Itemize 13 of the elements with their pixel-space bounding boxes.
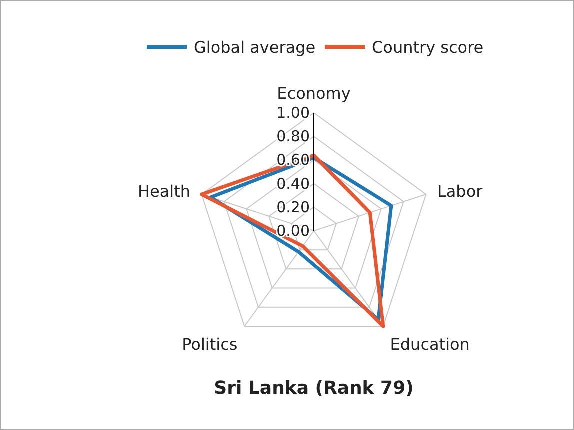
- legend-label: Country score: [372, 38, 484, 57]
- legend-label: Global average: [194, 38, 316, 57]
- spoke-label: Health: [138, 182, 191, 201]
- y-tick-label: 0.40: [276, 174, 310, 193]
- y-tick-label: 0.80: [276, 128, 310, 146]
- spoke-label: Labor: [437, 182, 484, 201]
- y-tick-label: 0.20: [276, 198, 310, 216]
- y-tick-label: 0.00: [276, 222, 310, 240]
- y-tick-label: 1.00: [276, 104, 310, 122]
- text: Sri Lanka (Rank 79): [214, 378, 414, 399]
- spoke-label: Politics: [182, 335, 238, 354]
- spoke-label: Education: [390, 335, 470, 354]
- spoke-label: Economy: [277, 84, 351, 104]
